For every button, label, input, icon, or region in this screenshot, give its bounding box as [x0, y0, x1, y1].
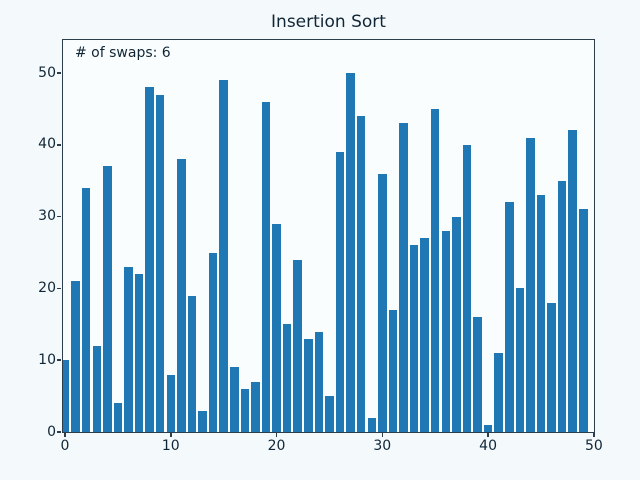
bar	[92, 345, 101, 432]
bar	[145, 87, 154, 432]
bar	[219, 80, 228, 432]
bar	[568, 130, 577, 432]
bar	[293, 259, 302, 432]
swap-count-annotation: # of swaps: 6	[75, 45, 171, 61]
bar	[473, 317, 482, 432]
bar	[356, 116, 366, 432]
bar	[483, 424, 493, 432]
y-tick	[57, 287, 61, 290]
bar	[103, 166, 112, 432]
bar	[134, 274, 144, 432]
y-tick-label: 50	[38, 64, 56, 81]
bar	[420, 238, 429, 432]
y-tick	[57, 215, 61, 218]
bar	[536, 195, 546, 432]
bar	[63, 360, 70, 432]
bar	[304, 338, 313, 432]
bar	[557, 180, 567, 432]
bar	[113, 403, 123, 432]
chart-title: Insertion Sort	[271, 12, 386, 32]
bar	[526, 137, 535, 432]
bar	[124, 266, 133, 432]
y-tick	[57, 431, 61, 433]
bar	[515, 288, 525, 432]
bar	[388, 309, 398, 432]
y-tick-label: 30	[38, 208, 56, 225]
x-tick-label: 0	[60, 438, 70, 454]
y-tick-label: 20	[38, 279, 56, 296]
x-tick-label: 10	[161, 438, 180, 454]
y-tick-label: 10	[38, 351, 56, 368]
bar	[187, 295, 197, 432]
x-tick	[487, 433, 489, 437]
bar	[378, 173, 387, 432]
bar	[166, 374, 175, 432]
bar	[325, 396, 334, 432]
y-tick	[57, 72, 61, 74]
x-tick-label: 30	[373, 438, 392, 454]
x-tick-label: 50	[584, 438, 603, 454]
bar	[177, 159, 186, 432]
bar	[346, 73, 355, 432]
bar	[462, 144, 472, 432]
bar	[441, 231, 450, 432]
bar	[272, 223, 281, 432]
bar	[409, 245, 419, 432]
bar	[240, 388, 250, 432]
x-tick	[593, 433, 595, 437]
bar	[198, 410, 207, 432]
bar	[261, 101, 271, 432]
bar	[399, 123, 408, 432]
x-tick	[275, 433, 278, 437]
axes	[62, 39, 595, 433]
bar	[230, 367, 239, 432]
bar	[282, 324, 292, 432]
y-tick	[57, 359, 61, 361]
y-tick	[57, 144, 61, 146]
bar	[251, 381, 260, 432]
x-tick	[64, 433, 66, 437]
y-tick-label: 0	[47, 423, 56, 440]
x-tick-label: 40	[479, 438, 497, 454]
bar	[367, 417, 376, 432]
bar	[335, 152, 345, 432]
bar	[494, 353, 503, 432]
bar	[208, 252, 218, 432]
bar	[579, 209, 588, 432]
y-tick-label: 40	[38, 136, 56, 153]
x-tick	[381, 433, 384, 437]
bar	[452, 216, 461, 432]
bar	[71, 281, 80, 432]
bar	[547, 302, 556, 432]
bar	[430, 108, 440, 432]
bar	[314, 331, 324, 432]
x-tick	[170, 433, 172, 437]
bar	[155, 94, 165, 432]
bar	[81, 187, 91, 432]
x-tick-label: 20	[267, 438, 286, 454]
bar	[505, 202, 514, 432]
